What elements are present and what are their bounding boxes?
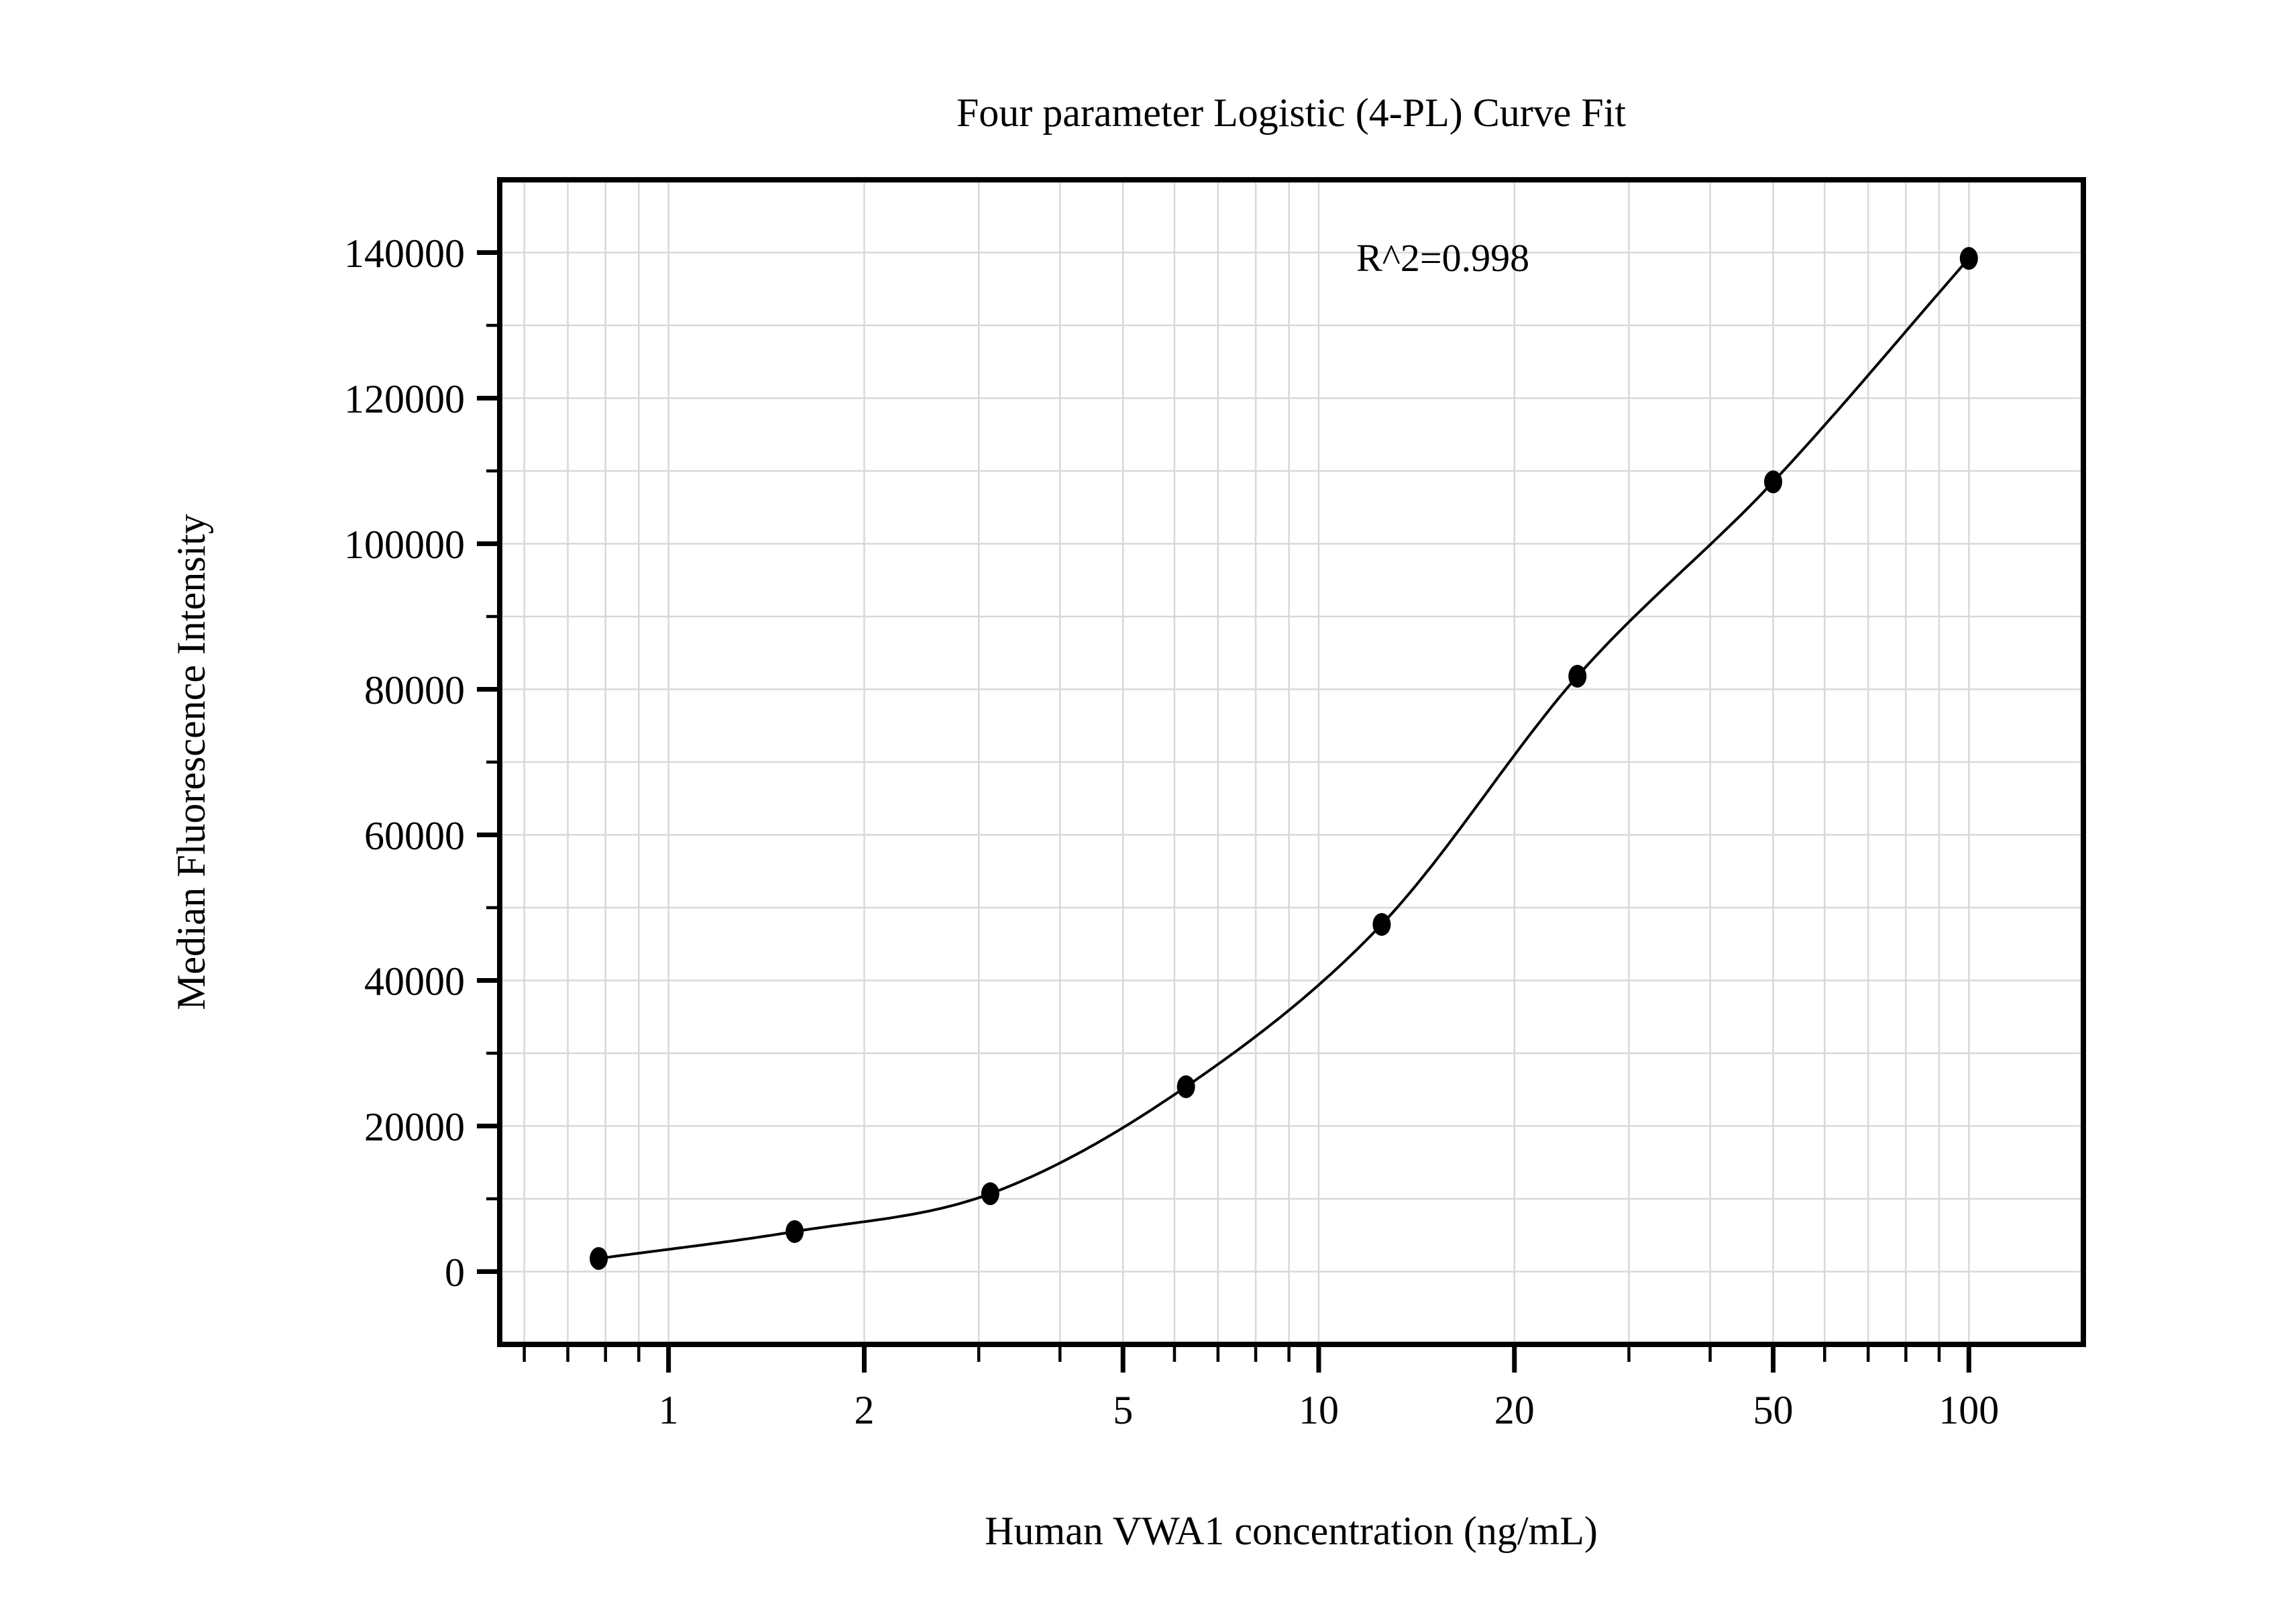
data-point (1372, 912, 1391, 936)
x-axis-title: Human VWA1 concentration (ng/mL) (985, 1509, 1598, 1553)
x-tick-label: 1 (659, 1388, 679, 1432)
x-tick-label: 20 (1494, 1388, 1535, 1432)
data-point (1959, 247, 1978, 270)
y-tick-label: 40000 (364, 959, 465, 1004)
x-tick-label: 50 (1753, 1388, 1794, 1432)
y-tick-label: 60000 (364, 814, 465, 858)
chart-title: Four parameter Logistic (4-PL) Curve Fit (956, 91, 1626, 135)
plot-frame (497, 177, 2086, 1347)
x-tick-label: 100 (1938, 1388, 1999, 1432)
y-axis-title: Median Fluorescence Intensity (169, 514, 213, 1010)
data-points (590, 247, 1978, 1270)
data-point (1177, 1075, 1195, 1098)
data-point (590, 1246, 608, 1270)
data-point (785, 1220, 804, 1243)
y-tick-label: 100000 (344, 523, 465, 567)
y-tick-label: 120000 (344, 377, 465, 421)
axis-ticks (477, 250, 1971, 1373)
gridlines (500, 180, 2083, 1344)
y-tick-label: 20000 (364, 1105, 465, 1149)
data-point (1764, 470, 1783, 494)
x-tick-label: 5 (1113, 1388, 1133, 1432)
x-tick-label: 2 (854, 1388, 874, 1432)
data-point (1568, 664, 1587, 688)
y-tick-label: 140000 (344, 231, 465, 276)
tick-labels: 0 20000 40000 60000 80000 100000 120000 140000 1… (344, 231, 1999, 1432)
x-tick-label: 10 (1299, 1388, 1339, 1432)
fit-curve-line (598, 257, 1970, 1260)
data-point (981, 1182, 999, 1206)
r-squared-annotation: R^2=0.998 (1356, 236, 1529, 280)
y-tick-label: 0 (445, 1250, 465, 1295)
y-tick-label: 80000 (364, 668, 465, 712)
